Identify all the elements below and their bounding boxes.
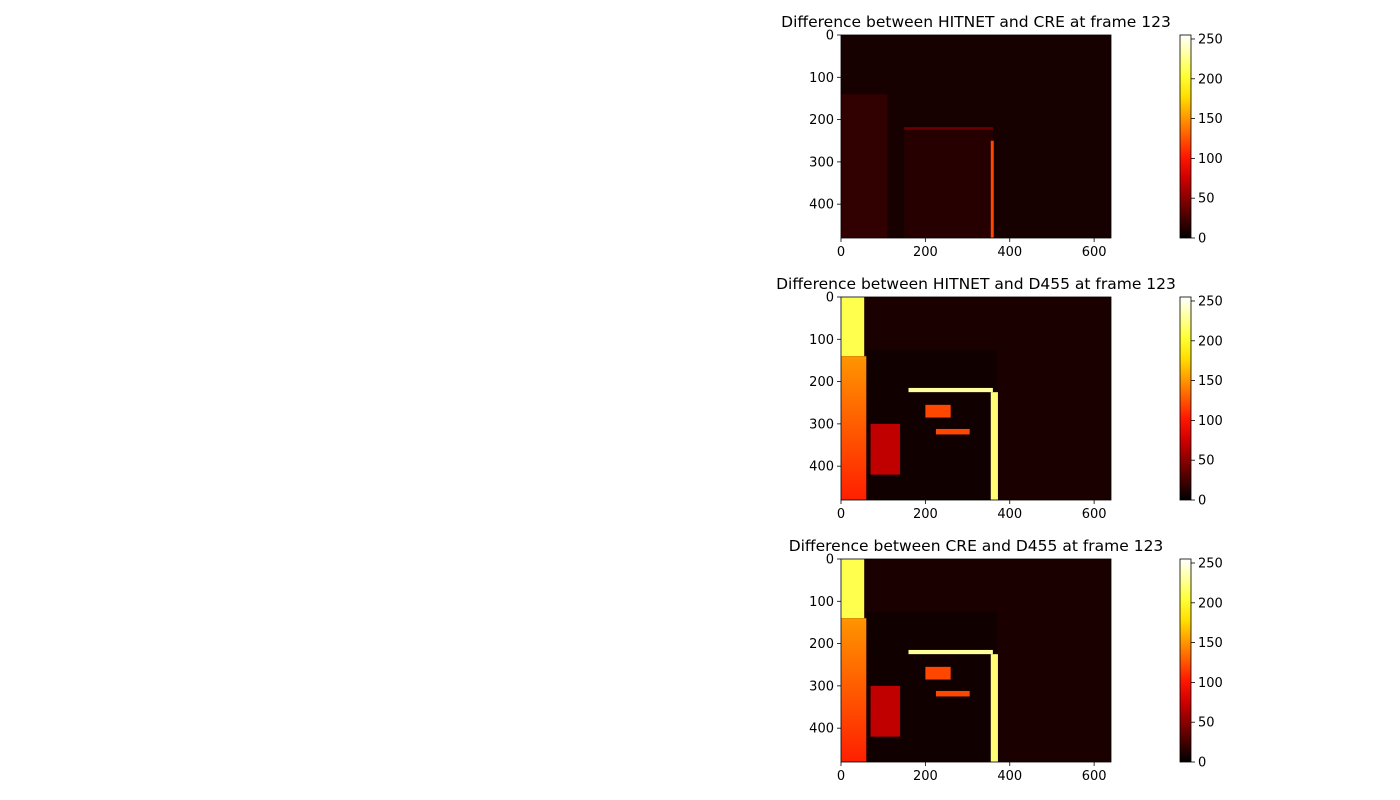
- axes-frame: [840, 34, 1112, 239]
- y-tick-label: 0: [826, 553, 834, 568]
- chart-title: Difference between HITNET and CRE at fra…: [781, 13, 1171, 31]
- axes-frame: [840, 558, 1112, 763]
- colorbar-tick-label: 250: [1198, 294, 1223, 309]
- y-tick-label: 400: [809, 460, 834, 475]
- y-tick-label: 300: [809, 417, 834, 432]
- x-tick-label: 400: [997, 507, 1022, 522]
- x-tick-label: 0: [837, 507, 845, 522]
- colorbar-tick-label: 0: [1198, 494, 1206, 509]
- chart-title: Difference between CRE and D455 at frame…: [789, 537, 1164, 555]
- x-tick-label: 200: [913, 507, 938, 522]
- heatmap-region: [935, 428, 970, 435]
- y-tick-label: 0: [826, 29, 834, 44]
- colorbar-tick-label: 0: [1198, 756, 1206, 771]
- heatmap-region: [990, 654, 998, 762]
- colorbar-tick-label: 100: [1198, 414, 1223, 429]
- colorbar-tick-label: 150: [1198, 112, 1223, 127]
- heatmap-region: [908, 387, 993, 393]
- x-tick-label: 400: [997, 245, 1022, 260]
- y-tick-label: 200: [809, 113, 834, 128]
- colorbar-tick-label: 200: [1198, 72, 1223, 87]
- axes-frame: [840, 296, 1112, 501]
- colorbar-tick-label: 100: [1198, 152, 1223, 167]
- heatmap-image: [841, 297, 1111, 500]
- x-tick-label: 600: [1082, 245, 1107, 260]
- x-tick-label: 600: [1082, 769, 1107, 784]
- x-tick-label: 0: [837, 769, 845, 784]
- y-tick-label: 300: [809, 155, 834, 170]
- colorbar-tick-label: 200: [1198, 596, 1223, 611]
- heatmap-region: [870, 685, 901, 737]
- colorbar-tick-label: 50: [1198, 454, 1215, 469]
- heatmap-panel-3: Difference between CRE and D455 at frame…: [789, 537, 1223, 784]
- colorbar-tick-label: 250: [1198, 32, 1223, 47]
- y-tick-label: 100: [809, 595, 834, 610]
- heatmap-region: [925, 404, 951, 418]
- heatmap-region: [870, 423, 901, 475]
- y-tick-label: 200: [809, 375, 834, 390]
- heatmap-image: [841, 559, 1111, 762]
- heatmap-panel-1: Difference between HITNET and CRE at fra…: [781, 13, 1223, 260]
- x-tick-label: 200: [913, 245, 938, 260]
- chart-title: Difference between HITNET and D455 at fr…: [776, 275, 1176, 293]
- colorbar-tick-label: 150: [1198, 636, 1223, 651]
- x-tick-label: 600: [1082, 507, 1107, 522]
- y-tick-label: 100: [809, 71, 834, 86]
- colorbar-tick-label: 250: [1198, 556, 1223, 571]
- colorbar: [1179, 558, 1192, 763]
- heatmap-region: [841, 94, 888, 238]
- heatmap-region: [841, 559, 865, 619]
- y-tick-label: 400: [809, 722, 834, 737]
- colorbar-tick-label: 100: [1198, 676, 1223, 691]
- heatmap-region: [904, 127, 993, 130]
- heatmap-region: [990, 392, 998, 500]
- colorbar: [1179, 296, 1192, 501]
- colorbar-tick-label: 50: [1198, 716, 1215, 731]
- y-tick-label: 400: [809, 198, 834, 213]
- colorbar: [1179, 34, 1192, 239]
- y-tick-label: 200: [809, 637, 834, 652]
- heatmap-region: [925, 666, 951, 680]
- heatmap-region: [841, 297, 865, 357]
- x-tick-label: 0: [837, 245, 845, 260]
- heatmap-region: [935, 690, 970, 697]
- y-tick-label: 0: [826, 291, 834, 306]
- x-tick-label: 400: [997, 769, 1022, 784]
- heatmap-image: [841, 35, 1111, 238]
- heatmap-region: [908, 649, 993, 655]
- colorbar-tick-label: 150: [1198, 374, 1223, 389]
- heatmap-region: [904, 128, 993, 238]
- y-tick-label: 100: [809, 333, 834, 348]
- colorbar-tick-label: 0: [1198, 232, 1206, 247]
- heatmap-panel-2: Difference between HITNET and D455 at fr…: [776, 275, 1223, 522]
- x-tick-label: 200: [913, 769, 938, 784]
- colorbar-tick-label: 50: [1198, 192, 1215, 207]
- heatmap-region: [990, 140, 994, 238]
- colorbar-tick-label: 200: [1198, 334, 1223, 349]
- y-tick-label: 300: [809, 679, 834, 694]
